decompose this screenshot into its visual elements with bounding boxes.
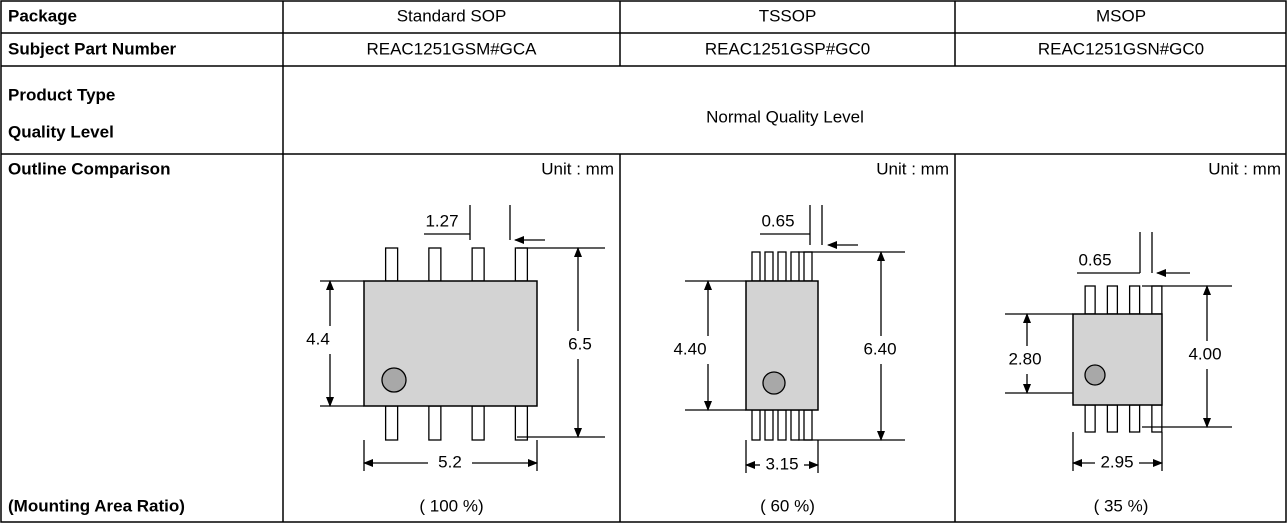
pin [751,251,761,282]
dimension-label: 5.2 [438,452,462,471]
pin [777,409,787,441]
part-number: REAC1251GSM#GCA [366,39,537,58]
package-name: TSSOP [759,6,817,25]
pin [1106,404,1119,433]
area-ratio: ( 100 %) [419,496,483,515]
pin [1084,404,1096,433]
pin [514,247,529,282]
package-name: Standard SOP [397,6,507,25]
area-ratio: ( 35 %) [1094,496,1149,515]
pin [1151,404,1163,433]
unit-label: Unit : mm [876,159,949,178]
pin [384,247,399,282]
pin [1128,285,1141,315]
unit-label: Unit : mm [541,159,614,178]
pin [1084,285,1096,315]
dimension-label: 2.95 [1100,452,1133,471]
pin [1128,404,1141,433]
row-label: Product Type [8,85,115,104]
part-number: REAC1251GSN#GC0 [1038,39,1204,58]
row-label: (Mounting Area Ratio) [8,496,185,515]
dimension-label: 4.4 [306,329,330,348]
package-body [1072,313,1163,406]
dimension-label: 6.5 [568,334,592,353]
area-ratio: ( 60 %) [760,496,815,515]
row-label: Quality Level [8,122,114,141]
dimension-label: 4.00 [1188,344,1221,363]
package-name: MSOP [1096,6,1146,25]
pin [777,251,787,282]
part-number: REAC1251GSP#GC0 [705,39,870,58]
pin1-mark [1084,364,1106,386]
dimension-label: 6.40 [863,339,896,358]
pin [751,409,761,441]
quality-value: Normal Quality Level [706,107,864,126]
pin [428,405,442,441]
row-label: Outline Comparison [8,159,170,178]
dimension-label: 3.15 [765,454,798,473]
pin [790,409,800,441]
pin [1106,285,1119,315]
dimension-label: 1.27 [425,211,458,230]
pin1-mark [762,371,786,395]
pin [803,251,813,282]
pin [803,409,813,441]
pin [428,247,442,282]
pin [471,405,485,441]
pin [514,405,529,441]
pin [790,251,800,282]
unit-label: Unit : mm [1208,159,1281,178]
pin [764,251,774,282]
dimension-label: 2.80 [1008,349,1041,368]
pin [1151,285,1163,315]
row-label: Subject Part Number [8,39,177,58]
dimension-label: 0.65 [1078,250,1111,269]
row-label: Package [8,6,77,25]
pin [384,405,399,441]
pin [471,247,485,282]
dimension-label: 0.65 [761,211,794,230]
pin1-mark [381,367,407,393]
pin [764,409,774,441]
dimension-label: 4.40 [673,339,706,358]
